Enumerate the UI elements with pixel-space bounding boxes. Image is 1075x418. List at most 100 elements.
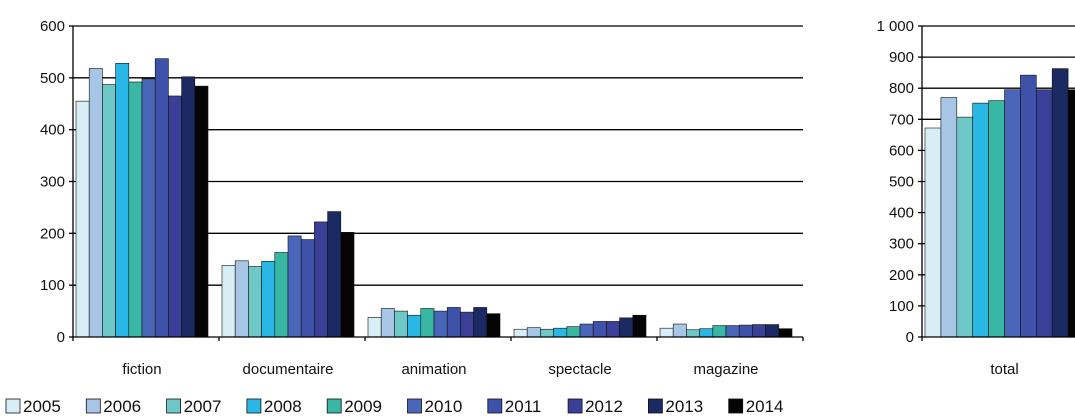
main-bar-2012-magazine: [752, 324, 766, 338]
main-bar-2008-fiction: [115, 63, 130, 338]
main-bar-2014-spectacle: [632, 314, 647, 338]
main-bar-2010-animation: [433, 310, 448, 338]
total-bar-2010-total: [1004, 89, 1021, 338]
legend-label-2010: 2010: [425, 397, 463, 416]
main-bar-2012-fiction: [168, 95, 182, 338]
total-y-tick-label: 300: [889, 236, 914, 253]
total-bar-2005-total: [924, 127, 942, 338]
main-bar-2007-documentaire: [248, 266, 262, 338]
main-bar-2013-spectacle: [619, 317, 634, 338]
main-bar-2010-fiction: [141, 78, 156, 338]
main-y-tick-label: 500: [40, 70, 65, 87]
legend: 2005 2006 2007 2008 2009 2010 2011 2012 2013 2014: [5, 397, 784, 416]
main-bar-2008-spectacle: [553, 327, 568, 338]
total-y-tick-label: 500: [889, 174, 914, 191]
total-y-tick-label: 800: [889, 80, 914, 97]
legend-swatch-2013: [648, 398, 663, 414]
main-bar-2007-spectacle: [540, 328, 554, 338]
main-bar-2006-fiction: [88, 68, 103, 338]
main-category-label: fiction: [122, 361, 161, 378]
legend-label-2013: 2013: [665, 397, 703, 416]
main-bar-2005-fiction: [75, 100, 90, 338]
total-chart: 0 100 200 300 400 500 600 700 800 900 1 000 total: [876, 18, 1075, 378]
main-bar-2013-documentaire: [327, 211, 342, 338]
main-bar-2005-documentaire: [221, 265, 236, 338]
main-bar-2009-magazine: [712, 325, 727, 338]
total-bar-2012-total: [1036, 89, 1053, 338]
main-bar-2006-animation: [380, 308, 395, 338]
legend-swatch-2006: [85, 398, 101, 414]
main-bar-2014-fiction: [194, 85, 209, 338]
legend-label-2007: 2007: [184, 397, 222, 416]
main-category-label: animation: [401, 361, 466, 378]
legend-label-2006: 2006: [103, 397, 141, 416]
total-bar-2009-total: [988, 100, 1005, 338]
legend-swatch-2010: [407, 398, 422, 414]
total-category-label: total: [990, 361, 1018, 378]
main-bar-2012-animation: [460, 311, 474, 338]
total-y-tick-label: 1 000: [876, 18, 914, 35]
main-y-tick-label: 300: [40, 174, 65, 191]
main-category-label: documentaire: [243, 361, 334, 378]
legend-swatch-2014: [728, 398, 744, 414]
main-bar-2013-animation: [473, 307, 488, 338]
main-bar-2007-animation: [394, 310, 408, 338]
total-bar-2014-total: [1067, 89, 1075, 338]
main-bar-2010-spectacle: [579, 323, 594, 338]
total-bar-2013-total: [1051, 68, 1069, 338]
main-bar-2010-documentaire: [287, 235, 302, 338]
legend-swatch-2009: [326, 398, 342, 414]
main-bar-2010-magazine: [725, 325, 740, 338]
legend-swatch-2012: [567, 398, 583, 414]
legend-label-2009: 2009: [344, 397, 382, 416]
main-bar-2009-documentaire: [274, 252, 289, 338]
main-bar-2006-magazine: [672, 323, 687, 338]
main-bar-2008-magazine: [699, 328, 714, 338]
total-bar-2006-total: [940, 97, 958, 338]
legend-label-2011: 2011: [505, 397, 542, 416]
main-bar-2005-animation: [367, 317, 382, 338]
main-bar-2013-magazine: [765, 324, 780, 338]
total-bar-2011-total: [1020, 74, 1037, 338]
legend-label-2005: 2005: [23, 397, 61, 416]
main-bar-2008-animation: [407, 314, 422, 338]
legend-swatch-2011: [487, 398, 503, 414]
main-bar-2011-magazine: [738, 324, 753, 338]
legend-swatch-2008: [246, 398, 262, 414]
total-y-tick-label: 900: [889, 49, 914, 66]
legend-swatch-2005: [5, 398, 21, 414]
total-y-tick-label: 700: [889, 111, 914, 128]
main-y-tick-label: 400: [40, 122, 65, 139]
main-bar-2009-animation: [420, 308, 435, 338]
main-bar-2008-documentaire: [261, 261, 276, 338]
main-bar-2007-magazine: [686, 329, 700, 338]
legend-swatch-2007: [166, 398, 182, 414]
main-bar-2005-spectacle: [513, 328, 528, 338]
main-category-label: spectacle: [548, 361, 611, 378]
main-bar-2011-animation: [446, 307, 461, 338]
main-bar-2011-fiction: [154, 58, 169, 338]
main-bar-2013-fiction: [181, 76, 196, 338]
legend-label-2014: 2014: [746, 397, 784, 416]
main-bar-2011-documentaire: [300, 239, 315, 338]
main-bar-2009-fiction: [128, 81, 143, 338]
main-y-tick-label: 600: [40, 18, 65, 35]
total-y-tick-label: 0: [906, 329, 914, 346]
total-y-tick-label: 400: [889, 205, 914, 222]
main-category-label: magazine: [693, 361, 758, 378]
legend-label-2008: 2008: [264, 397, 302, 416]
total-y-tick-label: 600: [889, 142, 914, 159]
main-y-tick-label: 200: [40, 225, 65, 242]
main-bar-2011-spectacle: [592, 321, 607, 338]
total-bar-2008-total: [972, 102, 989, 338]
main-bar-2009-spectacle: [566, 326, 581, 338]
main-bar-2006-spectacle: [526, 327, 541, 338]
main-bar-2007-fiction: [102, 84, 116, 338]
main-bar-2014-animation: [486, 313, 501, 338]
main-bar-2006-documentaire: [234, 260, 249, 338]
main-chart: 0 100 200 300 400 500 600 fiction documentaire an…: [40, 18, 804, 378]
total-bar-2007-total: [956, 116, 973, 338]
total-y-tick-label: 200: [889, 267, 914, 284]
total-y-tick-label: 100: [889, 298, 914, 315]
